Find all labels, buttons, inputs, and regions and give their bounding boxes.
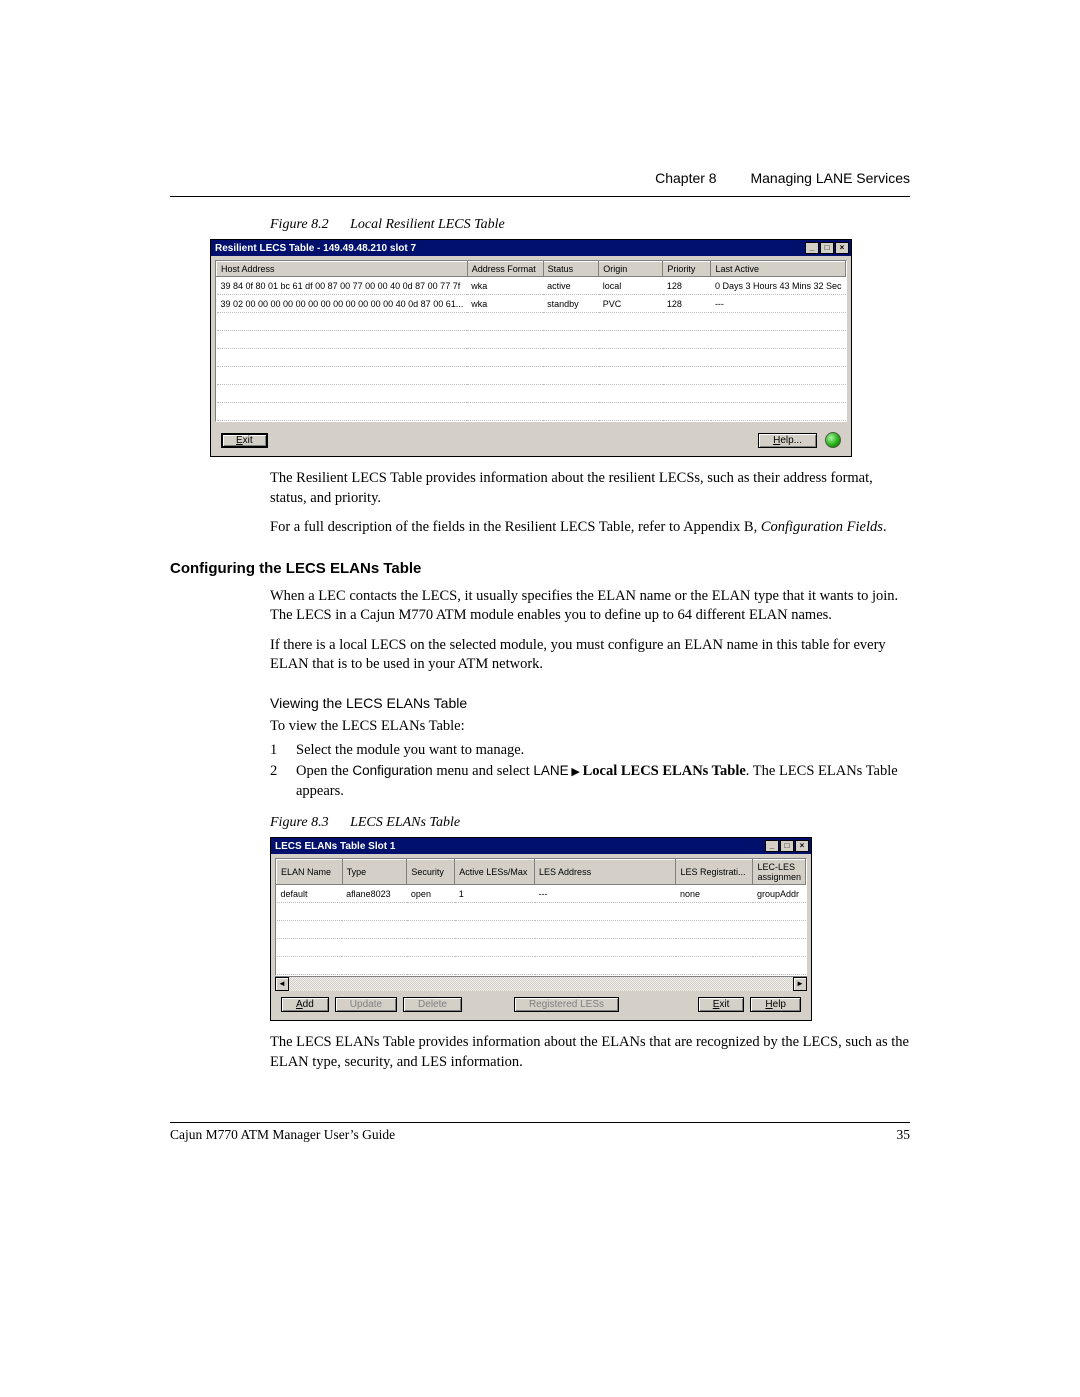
maximize-icon[interactable]: □ — [820, 242, 834, 254]
figure-8-2-caption: Figure 8.2 Local Resilient LECS Table — [270, 217, 910, 233]
column-header[interactable]: ELAN Name — [277, 860, 343, 885]
column-header[interactable]: Origin — [599, 262, 663, 277]
header-rule — [170, 196, 910, 197]
horizontal-scrollbar[interactable]: ◄ ► — [275, 976, 807, 991]
lecs-elans-window: LECS ELANs Table Slot 1 _ □ × ELAN NameT… — [270, 837, 812, 1021]
paragraph: If there is a local LECS on the selected… — [270, 636, 910, 675]
column-header[interactable]: Last Active — [711, 262, 846, 277]
update-button[interactable]: Update — [335, 997, 397, 1012]
window-title: LECS ELANs Table Slot 1 — [275, 841, 765, 852]
section-heading: Configuring the LECS ELANs Table — [170, 560, 910, 577]
titlebar[interactable]: LECS ELANs Table Slot 1 _ □ × — [271, 838, 811, 854]
paragraph: The Resilient LECS Table provides inform… — [270, 469, 910, 508]
page-number: 35 — [897, 1127, 911, 1143]
add-button[interactable]: Add — [281, 997, 329, 1012]
table-row — [277, 921, 806, 939]
minimize-icon[interactable]: _ — [765, 840, 779, 852]
help-button[interactable]: Help... — [758, 433, 817, 448]
exit-button[interactable]: Exit — [698, 997, 745, 1012]
scrollbar-track[interactable] — [289, 977, 793, 991]
column-header[interactable]: Status — [543, 262, 599, 277]
table-row — [217, 403, 846, 421]
column-header[interactable]: Host Address — [217, 262, 468, 277]
page-footer: Cajun M770 ATM Manager User’s Guide 35 — [170, 1127, 910, 1143]
button-bar: Add Update Delete Registered LESs Exit H… — [271, 991, 811, 1020]
close-icon[interactable]: × — [795, 840, 809, 852]
column-header[interactable]: Security — [407, 860, 455, 885]
table-row — [217, 367, 846, 385]
table-row[interactable]: 39 02 00 00 00 00 00 00 00 00 00 00 00 0… — [217, 295, 846, 313]
chapter-number: Chapter 8 — [655, 170, 716, 186]
table-panel: ELAN NameTypeSecurityActive LESs/MaxLES … — [275, 858, 807, 976]
column-header[interactable]: LES Address — [535, 860, 676, 885]
table-row[interactable]: defaultaflane8023open1---nonegroupAddr — [277, 885, 806, 903]
table-row[interactable]: 39 84 0f 80 01 bc 61 df 00 87 00 77 00 0… — [217, 277, 846, 295]
titlebar[interactable]: Resilient LECS Table - 149.49.48.210 slo… — [211, 240, 851, 256]
scroll-left-icon[interactable]: ◄ — [275, 977, 289, 991]
steps-list: 1Select the module you want to manage. 2… — [270, 741, 910, 802]
step-2: 2 Open the Configuration menu and select… — [270, 762, 910, 801]
button-bar: Exit Help... — [211, 426, 851, 456]
resilient-lecs-window: Resilient LECS Table - 149.49.48.210 slo… — [210, 239, 852, 457]
maximize-icon[interactable]: □ — [780, 840, 794, 852]
column-header[interactable]: LES Registrati... — [676, 860, 753, 885]
column-header[interactable]: Type — [342, 860, 407, 885]
table-row — [277, 939, 806, 957]
table-row — [217, 349, 846, 367]
registered-less-button[interactable]: Registered LESs — [514, 997, 619, 1012]
paragraph: The LECS ELANs Table provides informatio… — [270, 1033, 910, 1072]
status-led-icon — [825, 432, 841, 448]
exit-button[interactable]: Exit — [221, 433, 268, 448]
resilient-lecs-table: Host AddressAddress FormatStatusOriginPr… — [216, 261, 846, 421]
delete-button[interactable]: Delete — [403, 997, 462, 1012]
footer-rule — [170, 1122, 910, 1123]
help-button[interactable]: Help — [750, 997, 801, 1012]
column-header[interactable]: Address Format — [467, 262, 543, 277]
column-header[interactable]: LEC-LES assignmen — [753, 860, 806, 885]
window-controls: _ □ × — [765, 840, 809, 852]
window-title: Resilient LECS Table - 149.49.48.210 slo… — [215, 243, 805, 254]
column-header[interactable]: Active LESs/Max — [455, 860, 535, 885]
table-row — [277, 903, 806, 921]
figure-8-3-caption: Figure 8.3 LECS ELANs Table — [270, 815, 910, 831]
steps-intro: To view the LECS ELANs Table: — [270, 717, 910, 737]
chapter-header: Chapter 8 Managing LANE Services — [170, 170, 910, 186]
table-panel: Host AddressAddress FormatStatusOriginPr… — [215, 260, 847, 422]
chapter-title: Managing LANE Services — [750, 170, 910, 186]
step-1: 1Select the module you want to manage. — [270, 741, 910, 761]
minimize-icon[interactable]: _ — [805, 242, 819, 254]
column-header[interactable]: Priority — [663, 262, 711, 277]
table-row — [277, 957, 806, 975]
lecs-elans-table: ELAN NameTypeSecurityActive LESs/MaxLES … — [276, 859, 806, 975]
table-row — [217, 385, 846, 403]
footer-left: Cajun M770 ATM Manager User’s Guide — [170, 1127, 897, 1143]
paragraph: When a LEC contacts the LECS, it usually… — [270, 587, 910, 626]
subheading: Viewing the LECS ELANs Table — [270, 695, 910, 711]
window-controls: _ □ × — [805, 242, 849, 254]
close-icon[interactable]: × — [835, 242, 849, 254]
table-row — [217, 331, 846, 349]
table-row — [217, 313, 846, 331]
scroll-right-icon[interactable]: ► — [793, 977, 807, 991]
paragraph: For a full description of the fields in … — [270, 518, 910, 538]
